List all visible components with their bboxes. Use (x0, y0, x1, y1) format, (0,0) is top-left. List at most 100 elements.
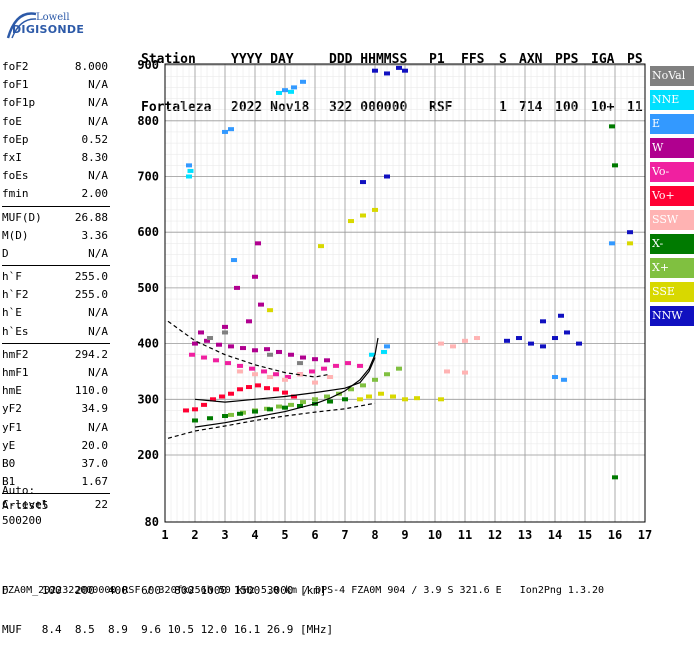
header-values: Fortaleza 2022 Nov18 322 000000 RSF 1 714 100 1… (141, 100, 643, 116)
echo-point (612, 475, 618, 480)
param-row: B0 37.0 (2, 455, 110, 473)
echo-point (186, 163, 192, 168)
echo-point (210, 397, 216, 402)
echo-point (372, 377, 378, 382)
x-tick-label: 7 (341, 528, 348, 542)
echo-point (561, 377, 567, 382)
param-name: fxI (2, 150, 22, 164)
legend-item-e: E (650, 114, 694, 134)
header-label-0: Station (141, 52, 196, 67)
param-name: fmin (2, 187, 29, 201)
echo-point (381, 349, 387, 354)
param-name: B1 (2, 475, 16, 489)
echo-point (462, 338, 468, 343)
legend-item-ssw: SSW (650, 210, 694, 230)
param-name: D (2, 246, 9, 260)
header-label-4: FFS (461, 52, 485, 67)
digisonde-logo-icon (6, 12, 37, 39)
param-row: foE N/A (2, 113, 110, 131)
echo-point (297, 372, 303, 377)
muf-frequency-row: MUF 8.4 8.5 8.9 9.6 10.5 12.0 16.1 26.9 … (2, 623, 334, 636)
param-value: 110.0 (74, 384, 108, 398)
param-value: 3.36 (81, 228, 109, 242)
station-header: Station YYYY DAY DDD HHMMSS P1 FFS S AXN PPS IGA… (141, 20, 643, 132)
param-name: h`F2 (2, 288, 29, 302)
legend-item-nne: NNE (650, 90, 694, 110)
scaled-parameters-panel: foF2 8.000 foF1 N/A foF1p N/A foE N/A foEp 0.52 fx… (2, 58, 110, 515)
echo-point (402, 68, 408, 73)
plot-frame (164, 63, 646, 523)
echo-point (300, 355, 306, 360)
param-value: N/A (88, 78, 108, 92)
x-tick-label: 4 (251, 528, 258, 542)
y-tick-label: 600 (137, 225, 159, 239)
echo-point (324, 394, 330, 399)
echo-point (228, 127, 234, 132)
param-name: C-level (2, 498, 49, 512)
echo-point (237, 363, 243, 368)
x-tick-label: 12 (488, 528, 502, 542)
param-value: N/A (88, 306, 108, 320)
header-value-1: 2022 Nov18 (231, 100, 310, 115)
echo-point (240, 346, 246, 351)
echo-point (282, 377, 288, 382)
echo-point (564, 330, 570, 335)
echo-point (252, 409, 258, 414)
echo-point (237, 411, 243, 416)
y-tick-label: 800 (137, 114, 159, 128)
echo-point (396, 65, 402, 70)
echo-point (558, 313, 564, 318)
x-tick-label: 16 (608, 528, 622, 542)
echo-point (450, 344, 456, 349)
echo-point (187, 168, 194, 173)
echo-point (402, 397, 408, 402)
param-row: C-level 22 (2, 496, 110, 514)
param-value: 37.0 (81, 456, 109, 470)
param-value: 8.000 (74, 60, 108, 73)
x-tick-label: 10 (428, 528, 442, 542)
echo-point (258, 302, 264, 307)
echo-point (609, 241, 615, 246)
header-label-6: AXN (519, 52, 543, 67)
param-name: foF1p (2, 96, 36, 110)
echo-point (390, 394, 396, 399)
echo-point (183, 408, 189, 413)
header-label-9: PS (627, 52, 643, 67)
param-row: yE 20.0 (2, 437, 110, 455)
param-name: yF1 (2, 420, 22, 434)
y-tick-label: 500 (137, 281, 159, 295)
echo-point (264, 386, 270, 391)
echo-point (576, 341, 582, 346)
param-row: fxI 8.30 (2, 149, 110, 167)
echo-point (192, 341, 198, 346)
echo-point (213, 358, 219, 363)
echo-point (207, 336, 213, 341)
y-tick-label: 900 (137, 58, 159, 72)
auto-program: Artist5 (2, 499, 49, 512)
param-separator (2, 493, 110, 495)
echo-point (318, 244, 324, 249)
x-tick-label: 9 (401, 528, 408, 542)
echo-point (438, 397, 444, 402)
param-value: 2.00 (81, 187, 109, 201)
echo-point (414, 396, 420, 401)
param-value: N/A (88, 420, 108, 434)
param-value: 1.67 (81, 475, 109, 489)
param-row: foEp 0.52 (2, 131, 110, 149)
echo-point (348, 387, 354, 392)
echo-point (276, 90, 282, 95)
echo-point (384, 174, 390, 179)
muf-distance-row: D 100 200 400 600 800 1000 1500 3000 [km… (2, 584, 327, 597)
x-tick-label: 15 (578, 528, 592, 542)
header-labels: Station YYYY DAY DDD HHMMSS P1 FFS S AXN PPS IGA… (141, 52, 643, 68)
echo-point (273, 372, 279, 377)
param-name: h`E (2, 306, 22, 320)
header-label-7: PPS (555, 52, 579, 67)
x-tick-label: 1 (161, 528, 168, 542)
echo-point (360, 213, 366, 218)
echo-point (273, 387, 279, 392)
echo-point (321, 366, 327, 371)
y-tick-label: 200 (137, 448, 159, 462)
echo-point (516, 336, 522, 341)
x-tick-label: 2 (191, 528, 198, 542)
